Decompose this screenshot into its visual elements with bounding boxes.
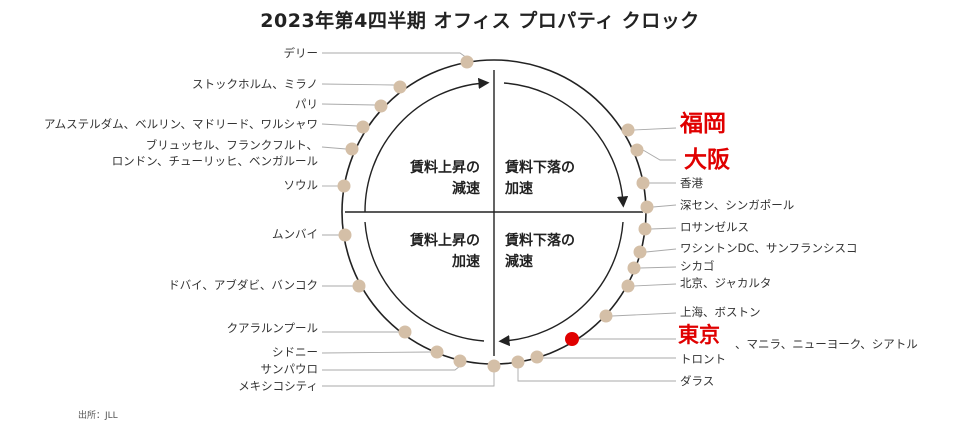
market-label: シドニー (272, 345, 318, 359)
cycle-arrow-top-left (364, 77, 490, 213)
source-note: 出所：JLL (78, 411, 118, 421)
market-dot (338, 228, 352, 242)
market-dot (636, 176, 650, 190)
market-label: サンパウロ (261, 362, 319, 376)
leader-line (322, 52, 468, 59)
cycle-arrow-top-right (503, 82, 629, 208)
cycle-arrow-bottom-right (498, 221, 624, 347)
market-label: ソウル (284, 178, 319, 192)
quadrant-top-right-line2: 加速 (504, 180, 533, 197)
market-label: 北京、ジャカルタ (680, 276, 771, 290)
market-label: ダラス (680, 374, 714, 388)
market-label: ロサンゼルス (680, 220, 749, 234)
market-label: ストックホルム、ミラノ (192, 77, 318, 91)
cycle-arrow-bottom-left (364, 221, 485, 342)
market-label: 香港 (680, 176, 703, 190)
market-dot (621, 279, 635, 293)
market-label: 深セン、シンガポール (680, 198, 794, 212)
market-label: ムンバイ (272, 227, 318, 241)
leader-line (321, 351, 432, 354)
market-dot (393, 80, 407, 94)
market-label: 福岡 (679, 111, 726, 137)
leader-line (321, 103, 376, 106)
market-label: 、マニラ、ニューヨーク、シアトル (735, 337, 918, 351)
quadrant-bottom-right-line2: 減速 (505, 253, 533, 270)
market-dot (460, 55, 474, 69)
leader-line (633, 283, 677, 287)
market-label: シカゴ (680, 259, 715, 273)
market-label: ワシントンDC、サンフランシスコ (680, 241, 858, 255)
quadrant-top-left-line1: 賃料上昇の (409, 159, 480, 176)
quadrant-bottom-left-line1: 賃料上昇の (409, 232, 480, 249)
leader-line (650, 227, 677, 230)
market-label: 大阪 (684, 147, 730, 173)
leader-line (322, 365, 461, 371)
market-dot (337, 179, 351, 193)
market-dot-highlight (565, 332, 579, 346)
market-dot (640, 200, 654, 214)
market-label: ロンドン、チューリッヒ、ベンガルール (112, 154, 318, 168)
market-dot (633, 245, 647, 259)
market-dot (638, 222, 652, 236)
leader-line (642, 149, 676, 161)
market-label: 上海、ボストン (680, 305, 761, 319)
market-label: ドバイ、アブダビ、バンコク (168, 278, 318, 292)
quadrant-top-right-line1: 賃料下落の (504, 159, 575, 176)
market-label: ブリュッセル、フランクフルト、 (146, 138, 318, 152)
market-label: アムステルダム、ベルリン、マドリード、ワルシャワ (44, 117, 318, 131)
market-dot (345, 142, 359, 156)
leader-line (321, 146, 347, 150)
market-dot (621, 123, 635, 137)
market-dot (599, 309, 613, 323)
market-dot (487, 359, 501, 373)
market-label: デリー (284, 46, 319, 60)
market-dot (453, 354, 467, 368)
chart-title: 2023年第4四半期 オフィス プロパティ クロック (260, 10, 700, 32)
market-dot (356, 120, 370, 134)
market-dot (398, 325, 412, 339)
market-dot (627, 261, 641, 275)
leader-line (639, 266, 677, 269)
market-dot (511, 355, 525, 369)
leader-line (645, 248, 677, 253)
leader-line (652, 204, 677, 208)
quadrant-bottom-left-line2: 加速 (451, 253, 480, 270)
market-label: 東京 (678, 323, 720, 347)
market-dot (530, 350, 544, 364)
market-label: クアラルンプール (227, 321, 318, 335)
market-dot (630, 143, 644, 157)
leader-line (321, 83, 395, 86)
quadrant-top-left-line2: 減速 (452, 180, 480, 197)
leader-line (517, 368, 676, 382)
leader-line (611, 312, 677, 317)
market-label: パリ (295, 97, 318, 111)
quadrant-bottom-right-line1: 賃料下落の (504, 232, 575, 249)
leader-line (321, 123, 358, 127)
market-label: メキシコシティ (238, 379, 318, 393)
market-dot (352, 279, 366, 293)
market-label: トロント (680, 352, 726, 366)
leader-line (322, 372, 495, 387)
market-dot (374, 99, 388, 113)
market-dot (430, 345, 444, 359)
leader-line (633, 127, 677, 131)
